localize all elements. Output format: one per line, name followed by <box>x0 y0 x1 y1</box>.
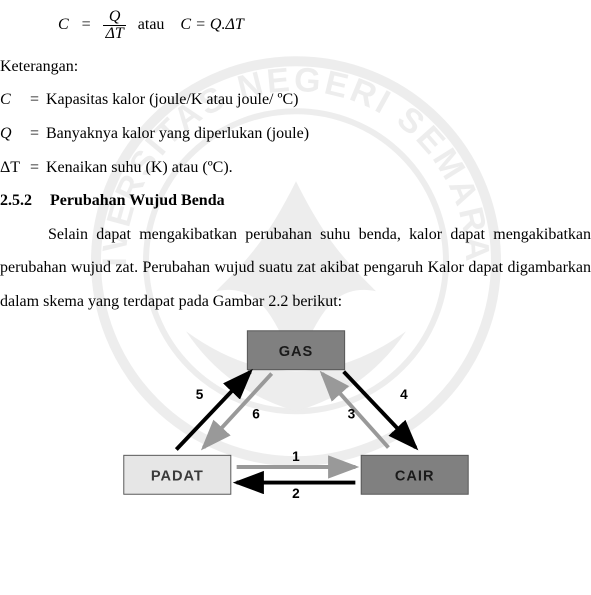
node-gas-label: GAS <box>278 344 313 360</box>
formula-numerator: Q <box>103 9 125 26</box>
section-title: Perubahan Wujud Benda <box>50 192 225 209</box>
def-text-1: Banyaknya kalor yang diperlukan (joule) <box>46 117 309 151</box>
edge-2-num: 2 <box>292 486 300 501</box>
edge-1-num: 1 <box>292 449 300 464</box>
definitions-block: C = Kapasitas kalor (joule/K atau joule/… <box>0 83 591 184</box>
def-eq-0: = <box>30 83 46 117</box>
node-padat-label: PADAT <box>150 468 203 484</box>
node-cair: CAIR <box>361 455 468 494</box>
def-text-0: Kapasitas kalor (joule/K atau joule/ ºC) <box>46 83 298 117</box>
def-sym-1: Q <box>0 117 30 151</box>
section-number: 2.5.2 <box>0 192 32 209</box>
node-padat: PADAT <box>123 455 230 494</box>
keterangan-label: Keterangan: <box>0 50 591 84</box>
edge-5-num: 5 <box>195 386 203 401</box>
edge-4-num: 4 <box>400 386 408 401</box>
def-sym-2: ΔT <box>0 151 30 185</box>
def-sym-0: C <box>0 83 30 117</box>
phase-change-diagram: GAS PADAT CAIR 5 6 3 4 <box>106 323 486 503</box>
formula-line: C = Q ΔT atau C = Q.ΔT <box>58 8 591 42</box>
formula-connector: atau <box>138 16 165 33</box>
node-cair-label: CAIR <box>394 468 434 484</box>
def-eq-1: = <box>30 117 46 151</box>
node-gas: GAS <box>247 330 344 369</box>
edge-3-num: 3 <box>347 406 355 421</box>
body-paragraph: Selain dapat mengakibatkan perubahan suh… <box>0 218 591 319</box>
def-text-2: Kenaikan suhu (K) atau (ºC). <box>46 151 233 185</box>
formula-lhs: C <box>58 16 69 33</box>
edge-6-num: 6 <box>252 406 260 421</box>
formula-rhs: C = Q.ΔT <box>180 16 243 33</box>
def-eq-2: = <box>30 151 46 185</box>
formula-eq1: = <box>81 16 92 33</box>
formula-denominator: ΔT <box>103 26 125 42</box>
